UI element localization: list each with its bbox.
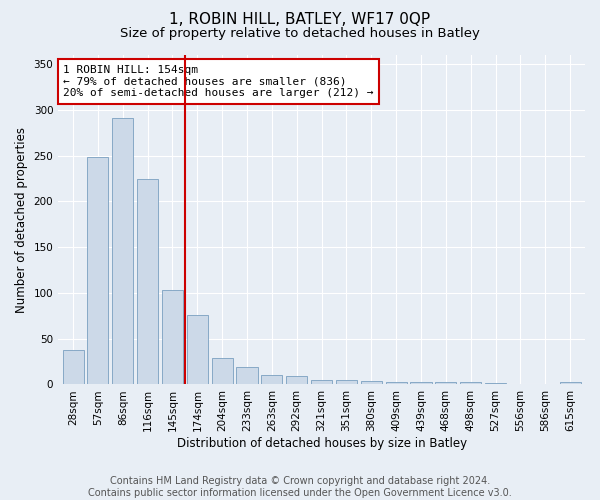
- Bar: [336, 380, 357, 384]
- Text: Contains HM Land Registry data © Crown copyright and database right 2024.
Contai: Contains HM Land Registry data © Crown c…: [88, 476, 512, 498]
- Bar: [361, 381, 382, 384]
- Bar: [386, 382, 407, 384]
- X-axis label: Distribution of detached houses by size in Batley: Distribution of detached houses by size …: [176, 437, 467, 450]
- Bar: [460, 382, 481, 384]
- Bar: [112, 118, 133, 384]
- Bar: [137, 180, 158, 384]
- Bar: [435, 382, 457, 384]
- Bar: [311, 380, 332, 384]
- Bar: [560, 382, 581, 384]
- Bar: [236, 367, 257, 384]
- Bar: [262, 376, 283, 384]
- Y-axis label: Number of detached properties: Number of detached properties: [15, 126, 28, 312]
- Bar: [485, 382, 506, 384]
- Bar: [88, 156, 109, 384]
- Bar: [162, 290, 183, 384]
- Bar: [187, 315, 208, 384]
- Bar: [62, 350, 83, 384]
- Text: 1, ROBIN HILL, BATLEY, WF17 0QP: 1, ROBIN HILL, BATLEY, WF17 0QP: [169, 12, 431, 28]
- Bar: [212, 358, 233, 384]
- Bar: [410, 382, 431, 384]
- Text: 1 ROBIN HILL: 154sqm
← 79% of detached houses are smaller (836)
20% of semi-deta: 1 ROBIN HILL: 154sqm ← 79% of detached h…: [64, 65, 374, 98]
- Text: Size of property relative to detached houses in Batley: Size of property relative to detached ho…: [120, 28, 480, 40]
- Bar: [286, 376, 307, 384]
